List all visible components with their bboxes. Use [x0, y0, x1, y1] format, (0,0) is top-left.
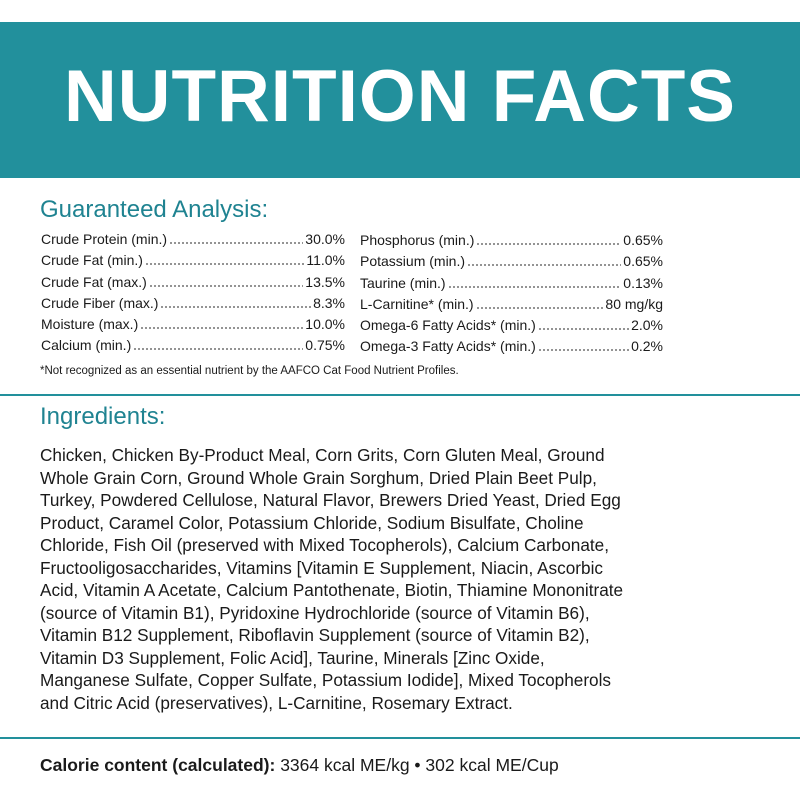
dot-leader	[169, 242, 304, 244]
analysis-row: Potassium (min.) 0.65%	[360, 251, 663, 272]
ingredients-text: Chicken, Chicken By-Product Meal, Corn G…	[40, 444, 623, 714]
dot-leader	[467, 264, 622, 267]
calorie-value: 3364 kcal ME/kg • 302 kcal ME/Cup	[280, 755, 559, 775]
nutrient-label: Potassium (min.)	[360, 253, 466, 270]
ingredients-line: Chloride, Fish Oil (preserved with Mixed…	[40, 535, 610, 555]
analysis-heading: Guaranteed Analysis:	[40, 196, 269, 223]
dot-leader	[140, 327, 304, 330]
nutrient-label: Calcium (min.)	[41, 337, 132, 354]
analysis-row: Crude Fiber (max.) 8.3%	[41, 293, 345, 314]
ingredients-line: Acid, Vitamin A Acetate, Calcium Pantoth…	[40, 580, 624, 600]
nutrient-value: 13.5%	[305, 273, 345, 290]
analysis-row: Crude Fat (max.) 13.5%	[41, 272, 345, 293]
ingredients-line: Chicken, Chicken By-Product Meal, Corn G…	[40, 445, 605, 465]
divider	[0, 737, 800, 739]
analysis-row: Omega-3 Fatty Acids* (min.) 0.2%	[360, 336, 663, 357]
dot-leader	[476, 243, 622, 245]
nutrient-label: Taurine (min.)	[360, 274, 446, 291]
nutrient-value: 0.2%	[631, 338, 663, 355]
nutrient-value: 0.75%	[305, 337, 345, 354]
ingredients-line: Whole Grain Corn, Ground Whole Grain Sor…	[40, 467, 597, 488]
nutrient-label: Crude Fat (min.)	[41, 252, 143, 269]
ingredients-line: and Citric Acid (preservatives), L-Carni…	[40, 692, 513, 713]
analysis-row: Moisture (max.) 10.0%	[41, 314, 345, 335]
dot-leader	[144, 263, 305, 266]
nutrient-label: Phosphorus (min.)	[360, 232, 475, 248]
dot-leader	[475, 306, 604, 309]
dot-leader	[160, 305, 312, 308]
analysis-right: Phosphorus (min.) 0.65% Potassium (min.) 0.…	[360, 230, 663, 358]
nutrient-label: Crude Fiber (max.)	[41, 294, 159, 311]
analysis-row: Phosphorus (min.) 0.65%	[360, 230, 663, 251]
dot-leader	[133, 348, 304, 351]
analysis-row: Calcium (min.) 0.75%	[41, 335, 345, 356]
analysis-row: L-Carnitine* (min.) 80 mg/kg	[360, 294, 663, 315]
analysis-row: Crude Protein (min.) 30.0%	[41, 229, 345, 250]
dot-leader	[537, 328, 630, 331]
nutrient-label: Moisture (max.)	[41, 316, 139, 333]
ingredients-line: Vitamin B12 Supplement, Riboflavin Suppl…	[40, 625, 590, 645]
nutrient-value: 30.0%	[305, 231, 345, 247]
ingredients-line: Fructooligosaccharides, Vitamins [Vitami…	[40, 557, 603, 578]
dot-leader	[148, 284, 304, 287]
nutrient-label: Crude Protein (min.)	[41, 231, 168, 247]
calorie-label: Calorie content (calculated):	[40, 755, 276, 775]
analysis-row: Crude Fat (min.) 11.0%	[41, 250, 345, 271]
nutrient-value: 8.3%	[313, 294, 345, 311]
dot-leader	[447, 285, 622, 288]
divider	[0, 394, 800, 396]
nutrient-value: 2.0%	[631, 317, 663, 334]
ingredients-line: Product, Caramel Color, Potassium Chlori…	[40, 512, 584, 533]
nutrient-label: Crude Fat (max.)	[41, 273, 147, 290]
nutrient-label: L-Carnitine* (min.)	[360, 295, 474, 312]
ingredients-heading: Ingredients:	[40, 403, 166, 430]
footnote: *Not recognized as an essential nutrient…	[40, 365, 459, 377]
nutrient-value: 0.65%	[623, 232, 663, 248]
ingredients-line: (source of Vitamin B1), Pyridoxine Hydro…	[40, 602, 590, 623]
ingredients-line: Manganese Sulfate, Copper Sulfate, Potas…	[40, 670, 612, 690]
nutrient-value: 80 mg/kg	[605, 295, 663, 312]
nutrient-value: 0.13%	[623, 274, 663, 291]
dot-leader	[537, 349, 630, 352]
nutrient-value: 10.0%	[305, 316, 345, 333]
nutrient-label: Omega-3 Fatty Acids* (min.)	[360, 338, 536, 355]
ingredients-line: Turkey, Powdered Cellulose, Natural Flav…	[40, 490, 621, 510]
title: NUTRITION FACTS	[64, 56, 736, 137]
analysis-row: Omega-6 Fatty Acids* (min.) 2.0%	[360, 315, 663, 336]
nutrient-value: 11.0%	[306, 252, 345, 269]
nutrient-value: 0.65%	[623, 253, 663, 270]
analysis-left: Crude Protein (min.) 30.0% Crude Fat (min.…	[41, 229, 345, 357]
calorie-content: Calorie content (calculated): 3364 kcal …	[40, 755, 559, 776]
nutrient-label: Omega-6 Fatty Acids* (min.)	[360, 317, 536, 334]
ingredients-line: Vitamin D3 Supplement, Folic Acid], Taur…	[40, 647, 545, 668]
analysis-row: Taurine (min.) 0.13%	[360, 273, 663, 294]
header-band	[0, 22, 800, 178]
